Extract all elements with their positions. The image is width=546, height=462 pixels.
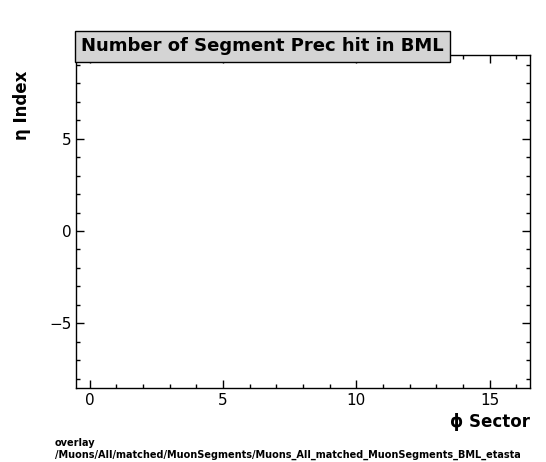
Y-axis label: η Index: η Index — [13, 71, 31, 140]
X-axis label: ϕ Sector: ϕ Sector — [449, 413, 530, 432]
Text: Number of Segment Prec hit in BML: Number of Segment Prec hit in BML — [81, 37, 443, 55]
Text: overlay
/Muons/All/matched/MuonSegments/Muons_All_matched_MuonSegments_BML_etast: overlay /Muons/All/matched/MuonSegments/… — [55, 438, 520, 460]
